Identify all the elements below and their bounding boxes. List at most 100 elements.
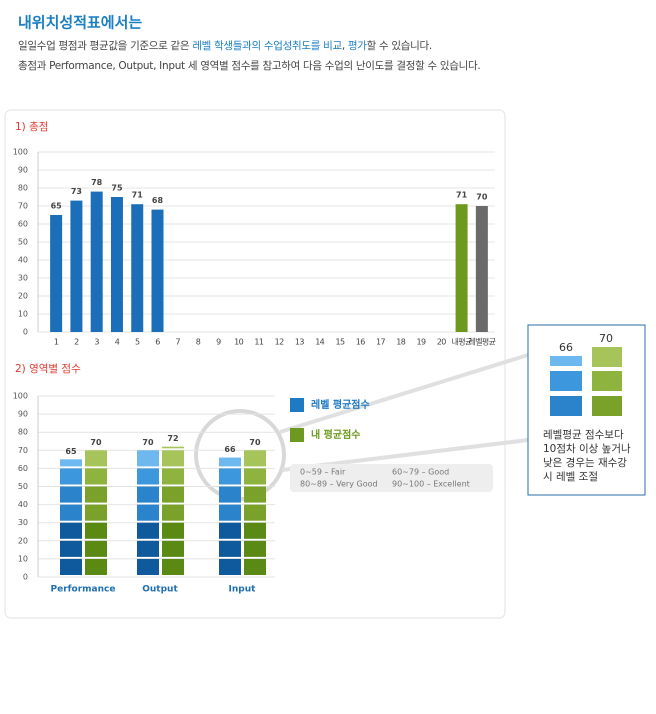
bar-segment (137, 504, 159, 521)
bar-segment (244, 504, 266, 521)
bar-segment (60, 486, 82, 503)
grade-key-item: 60~79 – Good (392, 468, 449, 477)
grade-key-item: 80~89 – Very Good (300, 480, 378, 489)
bar-segment (162, 522, 184, 539)
bar-segment (137, 486, 159, 503)
x-tick-label: Input (229, 585, 257, 595)
bar-segment (162, 558, 184, 575)
bar-segment (60, 504, 82, 521)
header-title: 내위치성적표에서는 (18, 14, 142, 32)
data-label: 65 (51, 202, 63, 211)
y-tick-label: 100 (13, 392, 28, 401)
bar-segment (219, 522, 241, 539)
bar-segment (162, 450, 184, 467)
bar-segment (137, 468, 159, 485)
data-label: 75 (111, 184, 123, 193)
bar-segment (60, 540, 82, 557)
bar-segment (244, 468, 266, 485)
y-tick-label: 10 (18, 554, 28, 563)
x-tick-label: 19 (417, 338, 426, 347)
bar-segment (244, 558, 266, 575)
grade-key-item: 0~59 – Fair (300, 468, 346, 477)
bar-segment (85, 558, 107, 575)
bar-segment (137, 558, 159, 575)
description-segment: 할 수 있습니다. (367, 40, 432, 52)
y-tick-label: 0 (23, 328, 28, 337)
y-tick-label: 20 (18, 292, 28, 301)
x-tick-label: 14 (315, 338, 324, 347)
y-tick-label: 50 (18, 238, 28, 247)
x-tick-label: 10 (234, 338, 243, 347)
data-label: 72 (167, 434, 178, 443)
y-tick-label: 20 (18, 536, 28, 545)
bar-segment (137, 522, 159, 539)
x-tick-label: 12 (275, 338, 284, 347)
bar-segment (85, 468, 107, 485)
bar-segment (137, 450, 159, 467)
x-tick-label: 내평균 (451, 337, 472, 347)
x-tick-label: 레벨평균 (468, 337, 495, 347)
chart-title: 1) 총점 (15, 121, 48, 133)
y-tick-label: 60 (18, 220, 28, 229)
bar (50, 215, 63, 332)
bar-segment (85, 504, 107, 521)
y-tick-label: 90 (18, 410, 28, 419)
data-label: 78 (91, 178, 103, 187)
data-label: 68 (152, 196, 164, 205)
y-tick-label: 90 (18, 166, 28, 175)
x-tick-label: 16 (356, 338, 365, 347)
bar-segment (244, 540, 266, 557)
x-tick-label: 11 (254, 338, 263, 347)
y-tick-label: 80 (18, 184, 28, 193)
y-tick-label: 30 (18, 518, 28, 527)
callout-text: 시 레벨 조절 (543, 470, 598, 483)
x-tick-label: 13 (295, 338, 304, 347)
y-tick-label: 40 (18, 256, 28, 265)
grade-key-item: 90~100 – Excellent (392, 480, 470, 489)
data-label: 70 (142, 438, 154, 447)
x-tick-label: Output (142, 585, 178, 595)
bar (455, 204, 468, 332)
data-label: 70 (249, 438, 261, 447)
callout-line (279, 353, 529, 434)
description-segment: , (342, 40, 348, 52)
y-tick-label: 70 (18, 202, 28, 211)
legend-swatch (290, 398, 304, 412)
y-tick-label: 30 (18, 274, 28, 283)
data-label: 65 (65, 447, 77, 456)
bar-segment (60, 459, 82, 467)
x-tick-label: 3 (94, 338, 99, 347)
description: 일일수업 평점과 평균값을 기준으로 같은 레벨 학생들과의 수업성취도를 비교… (18, 39, 432, 52)
y-tick-label: 40 (18, 500, 28, 509)
callout-label: 66 (559, 341, 573, 354)
x-tick-label: 5 (135, 338, 140, 347)
bar-segment (162, 504, 184, 521)
x-tick-label: 18 (396, 338, 405, 347)
x-tick-label: 6 (155, 338, 160, 347)
bar (475, 206, 488, 332)
bar-segment (219, 457, 241, 467)
y-tick-label: 60 (18, 464, 28, 473)
x-tick-label: 2 (74, 338, 79, 347)
bar-segment (162, 468, 184, 485)
x-tick-label: 15 (335, 338, 344, 347)
callout-text: 낮은 경우는 재수강 (543, 456, 627, 469)
bar-segment (137, 540, 159, 557)
bar-segment (85, 522, 107, 539)
y-tick-label: 10 (18, 310, 28, 319)
description-segment: 일일수업 평점과 평균값을 기준으로 같은 (18, 39, 192, 52)
data-label: 73 (71, 187, 82, 196)
bar-segment (219, 540, 241, 557)
bar-segment (162, 486, 184, 503)
bar-segment (244, 522, 266, 539)
description-segment: 총점과 Performance, Output, Input 세 영역별 점수를… (18, 59, 480, 72)
y-tick-label: 70 (18, 446, 28, 455)
bar-segment (60, 558, 82, 575)
x-tick-label: 1 (54, 338, 59, 347)
bar (151, 209, 164, 332)
bar-segment (85, 486, 107, 503)
legend-label: 내 평균점수 (311, 428, 360, 441)
bar-segment (60, 522, 82, 539)
